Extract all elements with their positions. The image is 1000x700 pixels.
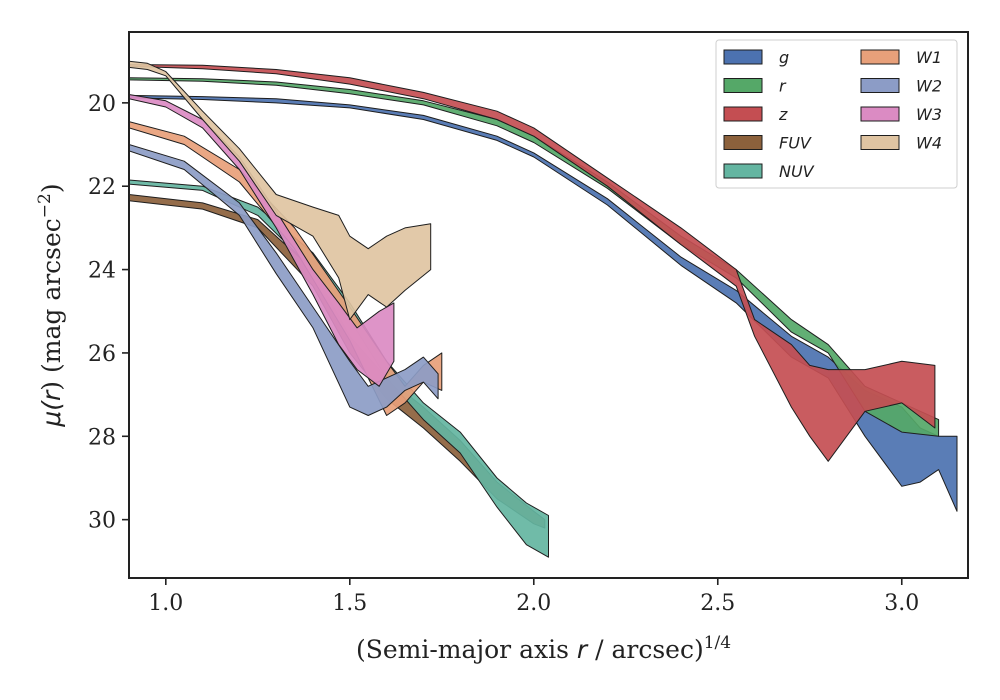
series-band-w2 — [129, 144, 439, 416]
legend-swatch-z — [723, 106, 763, 122]
plot-frame — [128, 31, 969, 579]
series-layer — [129, 60, 958, 558]
x-tick-label: 3.0 — [884, 591, 919, 616]
legend-swatch-w1 — [860, 49, 900, 65]
x-tick-label: 2.0 — [516, 591, 551, 616]
legend-swatch-nuv — [723, 163, 763, 179]
legend-swatch-r — [723, 78, 763, 93]
y-tick-label: 30 — [88, 509, 116, 534]
legend-label-nuv: NUV — [779, 162, 815, 181]
y-axis-title: μ(r) (mag arcsec−2) — [35, 183, 66, 427]
legend-label-w1: W1 — [916, 48, 942, 67]
legend-label-r: r — [779, 77, 787, 96]
series-band-g — [129, 94, 958, 512]
y-tick-label: 28 — [88, 425, 116, 450]
y-tick-label: 24 — [88, 259, 116, 284]
legend-swatch-w3 — [860, 106, 900, 122]
series-band-z — [129, 64, 936, 462]
x-tick-label: 1.5 — [332, 591, 367, 616]
x-tick-label: 2.5 — [700, 591, 735, 616]
x-axis-title: (Semi-major axis r / arcsec)1/4 — [356, 633, 731, 664]
legend-label-w4: W4 — [916, 134, 942, 153]
legend-swatch-w2 — [860, 78, 900, 93]
legend-label-g: g — [779, 48, 789, 67]
legend-label-fuv: FUV — [779, 134, 812, 153]
y-tick-label: 22 — [88, 175, 116, 200]
legend-swatch-g — [723, 49, 763, 65]
x-tick-label: 1.0 — [148, 591, 183, 616]
legend-swatch-fuv — [723, 135, 763, 150]
legend-label-w2: W2 — [916, 77, 942, 96]
legend: grz FUV NUV W1 W2 W3 W4 — [715, 39, 958, 189]
tick-layer: 1.0 1.5 2.0 2.5 3.0 20 22 24 26 28 30 — [88, 92, 919, 616]
y-tick-label: 26 — [88, 342, 116, 367]
legend-label-w3: W3 — [916, 105, 942, 124]
legend-box — [715, 39, 958, 189]
series-band-w4 — [129, 60, 432, 321]
legend-label-z: z — [778, 105, 788, 124]
legend-swatch-w4 — [860, 135, 900, 150]
y-tick-label: 20 — [88, 92, 116, 117]
